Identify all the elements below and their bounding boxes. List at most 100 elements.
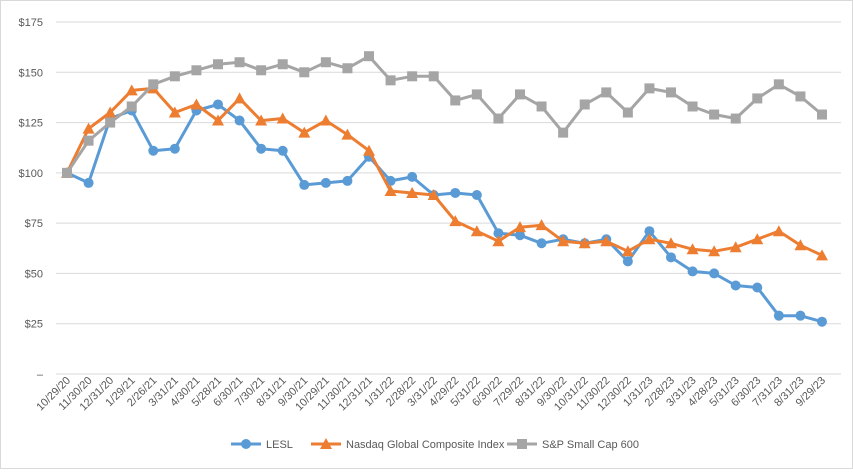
data-point — [687, 101, 698, 112]
data-point — [752, 93, 763, 104]
y-tick-label: $150 — [19, 67, 43, 79]
x-axis: 10/29/2011/30/2012/31/201/29/212/26/213/… — [34, 375, 828, 414]
data-point — [83, 177, 94, 188]
data-point — [601, 87, 612, 98]
data-point — [125, 84, 138, 96]
data-point — [256, 65, 267, 76]
data-point — [644, 226, 655, 237]
y-tick-label: $50 — [25, 268, 43, 280]
data-point — [298, 126, 311, 138]
data-point — [363, 144, 375, 156]
legend-label: S&P Small Cap 600 — [542, 439, 639, 451]
y-tick-label: $125 — [19, 118, 43, 130]
data-point — [407, 171, 418, 182]
data-point — [686, 243, 699, 255]
data-point — [795, 91, 806, 102]
data-point — [341, 128, 354, 140]
data-point — [535, 219, 548, 231]
data-point — [666, 87, 676, 98]
data-point — [342, 63, 353, 74]
data-point — [622, 107, 633, 118]
data-point — [817, 109, 827, 120]
data-point — [622, 256, 633, 267]
legend-marker — [517, 439, 527, 449]
data-point — [320, 57, 331, 68]
y-tick-label: $100 — [19, 168, 43, 180]
data-point — [536, 238, 547, 249]
legend-marker — [241, 439, 251, 449]
legend-label: LESL — [266, 439, 293, 451]
series-0 — [62, 99, 827, 327]
legend: LESL Nasdaq Global Composite Index S&P Sma… — [231, 438, 639, 451]
data-point — [83, 135, 94, 146]
data-point — [515, 230, 525, 241]
data-point — [643, 233, 656, 245]
legend-item: Nasdaq Global Composite Index — [311, 438, 505, 451]
data-point — [536, 101, 547, 112]
data-point — [600, 235, 613, 247]
data-point — [342, 175, 353, 186]
data-point — [621, 245, 634, 257]
data-point — [169, 71, 180, 82]
data-point — [428, 71, 439, 82]
data-point — [470, 225, 483, 237]
y-tick-label: – — [37, 369, 44, 381]
y-tick-label: $175 — [19, 17, 43, 29]
series-line — [65, 54, 823, 174]
data-point — [772, 225, 785, 237]
data-point — [126, 101, 137, 112]
data-point — [407, 71, 418, 82]
data-point — [817, 316, 827, 327]
data-point — [795, 310, 806, 321]
data-point — [319, 114, 332, 126]
legend-item: S&P Small Cap 600 — [507, 439, 639, 451]
data-point — [364, 51, 374, 62]
data-point — [730, 113, 741, 124]
data-point — [148, 79, 159, 90]
series-lines — [61, 51, 828, 327]
data-point — [105, 117, 116, 128]
data-point — [558, 127, 569, 138]
series-line — [66, 103, 823, 324]
data-point — [299, 179, 310, 190]
legend-item: LESL — [231, 439, 293, 451]
data-point — [471, 189, 482, 200]
data-point — [213, 59, 223, 70]
data-point — [816, 249, 828, 261]
y-tick-label: $75 — [25, 218, 43, 230]
data-point — [794, 239, 807, 251]
data-point — [104, 106, 117, 118]
data-point — [233, 92, 246, 104]
data-point — [168, 106, 181, 118]
data-point — [579, 99, 590, 110]
data-point — [212, 114, 224, 126]
data-point — [62, 167, 72, 178]
y-tick-label: $25 — [25, 319, 43, 331]
data-point — [751, 233, 764, 245]
data-point — [578, 237, 591, 249]
data-point — [82, 122, 95, 134]
data-point — [277, 145, 288, 156]
data-point — [277, 59, 288, 70]
data-point — [450, 187, 461, 198]
data-point — [385, 75, 396, 86]
data-point — [665, 237, 677, 249]
data-point — [169, 143, 180, 154]
data-point — [320, 177, 331, 188]
data-point — [773, 310, 784, 321]
data-point — [148, 145, 159, 156]
data-point — [493, 228, 504, 239]
y-axis: – $25 $50 $75 $100 $125 $150 $175 — [19, 17, 44, 381]
data-point — [384, 184, 397, 196]
data-point — [191, 65, 202, 76]
data-point — [406, 186, 419, 198]
data-point — [666, 252, 676, 263]
data-point — [256, 143, 267, 154]
data-point — [773, 79, 784, 90]
data-point — [450, 95, 461, 106]
data-point — [730, 280, 741, 291]
data-point — [492, 235, 505, 247]
data-point — [557, 235, 570, 247]
data-point — [276, 112, 289, 124]
